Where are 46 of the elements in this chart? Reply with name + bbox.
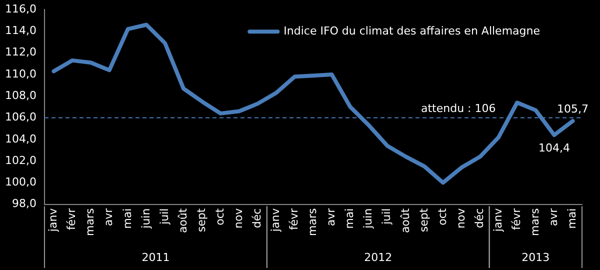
ref-line-label: attendu : 106 [420, 102, 496, 116]
text: 2011 [142, 250, 170, 264]
y-tick-label: 108,0 [4, 88, 36, 102]
y-tick-label: 106,0 [4, 110, 36, 124]
y-tick-label: 102,0 [4, 154, 36, 167]
x-tick-label: juil [380, 208, 394, 226]
x-tick-label: juin [139, 208, 152, 230]
x-tick-label: nov [454, 208, 468, 229]
x-tick-label: mai [120, 208, 134, 229]
x-tick-label: févr [65, 208, 78, 230]
y-tick-label: 98,0 [12, 197, 36, 210]
x-tick-label: janv [46, 208, 60, 233]
data-label: 105,7 [556, 102, 588, 116]
x-tick-label: sept [417, 208, 430, 232]
y-tick-label: 116,0 [4, 2, 36, 16]
y-tick-label: 114,0 [4, 24, 36, 38]
y-tick-label: 110,0 [4, 67, 36, 80]
x-tick-label: févr [288, 208, 301, 230]
x-tick-label: déc [472, 208, 486, 228]
x-tick-label: mars [84, 208, 97, 236]
x-tick-label: juin [362, 208, 375, 230]
x-tick-label: mai [566, 208, 579, 229]
text: 2013 [522, 250, 550, 264]
y-tick-label: 100,0 [4, 176, 36, 189]
x-tick-label: oct [213, 208, 226, 226]
x-tick-label: oct [436, 208, 449, 226]
x-tick-label: août [398, 208, 412, 234]
x-tick-label: déc [250, 208, 264, 228]
x-tick-label: avr [324, 208, 338, 226]
x-tick-label: nov [232, 208, 245, 229]
x-tick-label: avr [547, 208, 560, 226]
x-tick-label: mars [306, 208, 320, 236]
x-tick-label: janv [269, 208, 282, 233]
x-tick-label: juil [158, 208, 171, 226]
x-tick-label: avr [102, 208, 116, 226]
y-tick-label: 112,0 [4, 46, 36, 59]
x-tick-label: janv [491, 208, 504, 233]
data-label: 104,4 [538, 141, 570, 154]
y-tick-label: 104,0 [4, 132, 36, 146]
x-tick-label: mars [528, 208, 542, 236]
legend-label: Indice IFO du climat des affaires en Allemagne [284, 24, 540, 38]
x-tick-label: sept [194, 208, 208, 232]
x-tick-label: févr [510, 208, 523, 230]
x-tick-label: mai [343, 208, 356, 229]
text: 2012 [364, 250, 392, 264]
x-tick-label: août [176, 208, 190, 234]
